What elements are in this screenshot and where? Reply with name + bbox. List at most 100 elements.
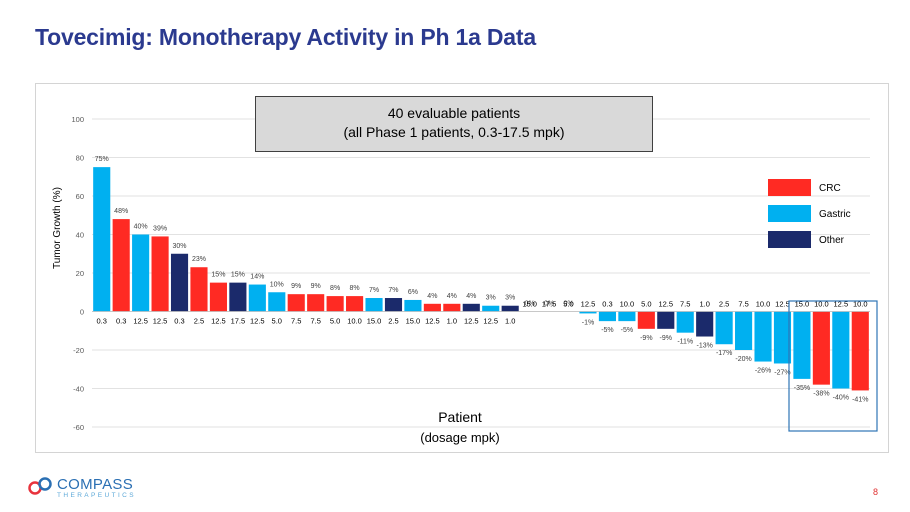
- info-line-2: (all Phase 1 patients, 0.3-17.5 mpk): [343, 124, 565, 140]
- bar-21: [482, 305, 500, 312]
- dosage-label: 15.0: [367, 317, 382, 326]
- value-label: -41%: [852, 396, 868, 403]
- logo-subtitle: THERAPEUTICS: [57, 492, 137, 499]
- value-label: -27%: [774, 369, 790, 376]
- y-tick-label: 40: [76, 231, 84, 240]
- value-label: -5%: [601, 327, 613, 334]
- axes: -60 -40 -20 0 20 40 60 80 100 Tumor Growth (%) Pat…: [52, 115, 870, 445]
- dosage-label: 12.5: [775, 300, 790, 309]
- bar-6: [190, 267, 208, 312]
- bar-2: [112, 219, 130, 312]
- dosage-label: 12.5: [658, 300, 673, 309]
- bar-9: [248, 284, 266, 312]
- value-label: 40%: [134, 224, 148, 231]
- value-labels: 75% 48% 40% 39% 30% 23% 15% 15% 14% 10% 9% 9% 8% 8% 7%…: [95, 156, 869, 403]
- value-label: -13%: [696, 343, 712, 350]
- bar-5: [170, 253, 189, 312]
- value-label: 9%: [291, 283, 301, 290]
- logo-name: COMPASS: [57, 476, 134, 493]
- value-label: 4%: [427, 293, 437, 300]
- bar-28: [618, 311, 636, 322]
- dosage-label: 12.5: [483, 317, 498, 326]
- value-label: 8%: [350, 285, 360, 292]
- dosage-label: 7.5: [310, 317, 320, 326]
- dosage-label: 5.0: [641, 300, 651, 309]
- legend-label-gastric: Gastric: [819, 209, 851, 220]
- bar-29: [637, 311, 655, 329]
- legend-swatch-gastric: [768, 205, 811, 222]
- value-label: 7%: [388, 287, 398, 294]
- slide-title: Tovecimig: Monotherapy Activity in Ph 1a…: [35, 24, 536, 50]
- dosage-label: 0.3: [97, 317, 107, 326]
- legend-label-crc: CRC: [819, 183, 841, 194]
- value-label: -11%: [677, 339, 693, 346]
- bar-30: [657, 311, 675, 329]
- legend-swatch-other: [768, 231, 811, 248]
- value-label: 0%: [544, 301, 554, 308]
- bar-17: [404, 299, 422, 312]
- compass-logo-icon: [28, 477, 52, 495]
- y-tick-label: -20: [73, 346, 84, 355]
- value-label: -20%: [735, 356, 751, 363]
- bar-40: [851, 311, 869, 391]
- gridlines: [92, 118, 870, 428]
- dosage-label: 7.5: [738, 300, 748, 309]
- y-tick-label: 0: [80, 308, 84, 317]
- bar-10: [268, 292, 286, 312]
- value-label: 3%: [505, 295, 515, 302]
- bar-11: [287, 294, 305, 312]
- value-label: 15%: [231, 272, 245, 279]
- dosage-label: 12.5: [211, 317, 226, 326]
- value-label: 14%: [250, 274, 264, 281]
- y-tick-label: -40: [73, 385, 84, 394]
- value-label: 10%: [270, 281, 284, 288]
- value-label: 23%: [192, 256, 206, 263]
- dosage-label: 12.5: [250, 317, 265, 326]
- bar-12: [307, 294, 325, 312]
- patients-info-box: 40 evaluable patients (all Phase 1 patie…: [255, 96, 653, 152]
- bar-33: [715, 311, 733, 345]
- dosage-label: 10.0: [814, 300, 829, 309]
- bar-1: [93, 167, 111, 312]
- bar-14: [346, 296, 364, 312]
- value-label: 30%: [173, 243, 187, 250]
- y-tick-label: 20: [76, 269, 84, 278]
- dosage-label: 17.5: [231, 317, 246, 326]
- legend-swatch-crc: [768, 179, 811, 196]
- bar-13: [326, 296, 344, 312]
- value-label: -9%: [640, 335, 652, 342]
- bar-27: [598, 311, 616, 322]
- dosage-label: 0.3: [602, 300, 612, 309]
- dosage-label: 10.0: [853, 300, 868, 309]
- value-label: 0%: [525, 301, 535, 308]
- bar-15: [365, 298, 383, 312]
- value-label: -40%: [833, 395, 849, 402]
- value-label: 4%: [466, 293, 476, 300]
- dosage-label: 1.0: [447, 317, 457, 326]
- value-label: 6%: [408, 289, 418, 296]
- y-axis-title: Tumor Growth (%): [52, 187, 63, 269]
- legend-label-other: Other: [819, 235, 845, 246]
- bar-16: [384, 298, 403, 312]
- value-label: -38%: [813, 391, 829, 398]
- dosage-label: 10.0: [756, 300, 771, 309]
- dosage-label: 10.0: [620, 300, 635, 309]
- bar-19: [443, 303, 461, 312]
- value-label: -26%: [755, 368, 771, 375]
- y-tick-label: 100: [71, 115, 84, 124]
- dosage-label: 10.0: [347, 317, 362, 326]
- value-label: -5%: [621, 327, 633, 334]
- value-label: 0%: [563, 301, 573, 308]
- dosage-label: 12.5: [834, 300, 849, 309]
- dosage-label: 12.5: [425, 317, 440, 326]
- dosage-label: 17.5: [542, 300, 557, 309]
- value-label: -1%: [582, 319, 594, 326]
- dosage-label: 12.5: [133, 317, 148, 326]
- dosage-label: 5.0: [330, 317, 340, 326]
- dosage-label: 12.5: [153, 317, 168, 326]
- dosage-label: 1.0: [699, 300, 709, 309]
- value-label: 8%: [330, 285, 340, 292]
- dosage-labels: 0.3 0.3 12.5 12.5 0.3 2.5 12.5 17.5 12.5 5.0 7.5 7.…: [97, 300, 868, 326]
- value-label: 39%: [153, 225, 167, 232]
